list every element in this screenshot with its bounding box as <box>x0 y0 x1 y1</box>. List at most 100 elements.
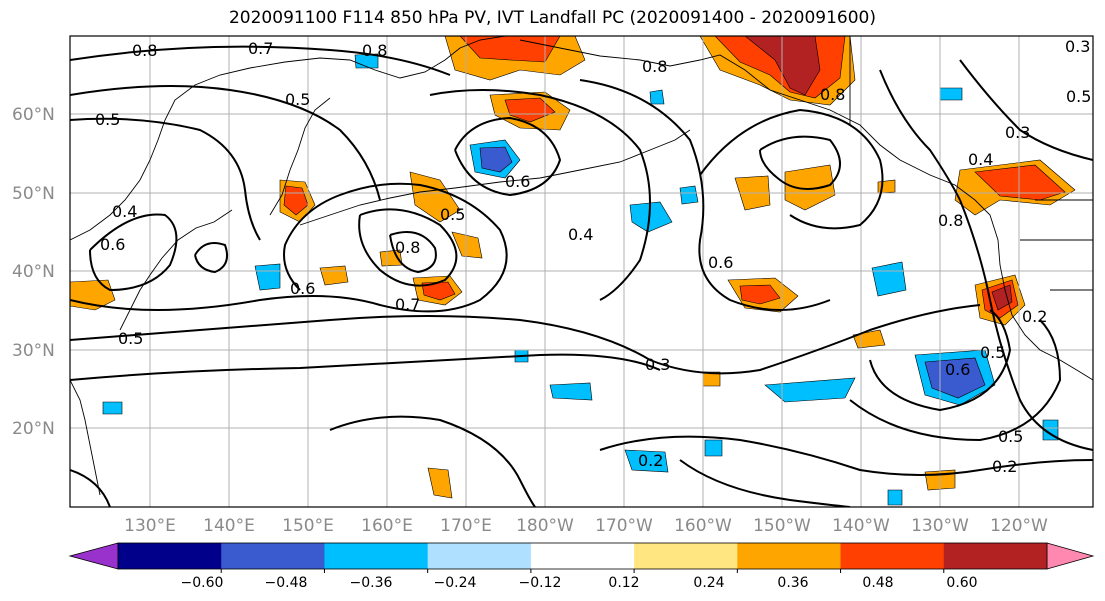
coastline-alaska <box>519 39 1093 381</box>
contour-label: 0.8 <box>395 238 420 257</box>
positive-anomaly <box>427 467 453 499</box>
lat-label: 30°N <box>12 341 55 361</box>
negative-anomaly <box>1042 419 1059 441</box>
contour-label: 0.5 <box>1066 87 1091 106</box>
colorbar-segment <box>634 543 738 569</box>
colorbar-low-extension <box>68 542 119 570</box>
positive-anomaly-core <box>974 164 1066 201</box>
positive-anomaly <box>784 164 836 211</box>
colorbar-tick-label: 0.24 <box>693 575 724 591</box>
lon-label: 180°W <box>516 516 574 536</box>
lat-label: 40°N <box>12 262 55 282</box>
contour-label: 0.6 <box>505 172 530 191</box>
contour-label: 0.5 <box>980 343 1005 362</box>
colorbar-segment <box>943 543 1048 569</box>
negative-anomaly <box>102 401 123 415</box>
negative-anomaly <box>704 439 723 457</box>
positive-anomaly-core <box>504 97 556 123</box>
contour-label: 0.5 <box>118 329 143 348</box>
coastline-kamchatka <box>269 97 331 216</box>
contour-label: 0.3 <box>645 355 670 374</box>
contour-label: 0.6 <box>945 360 970 379</box>
contour-label: 0.5 <box>95 110 120 129</box>
colorbar-frame <box>117 542 1048 570</box>
contour-label: 0.6 <box>708 253 733 272</box>
lon-label: 160°W <box>674 516 732 536</box>
canada-border <box>849 36 1093 291</box>
lat-label: 20°N <box>12 419 55 439</box>
negative-anomaly <box>939 87 963 101</box>
negative-anomaly <box>679 185 699 205</box>
coastlines <box>70 36 1093 496</box>
colorbar-tick-label: 0.48 <box>862 575 893 591</box>
contour-label: 0.2 <box>1022 307 1047 326</box>
colorbar-segment <box>118 543 222 569</box>
pv-contours <box>70 45 1093 507</box>
lon-label: 160°E <box>361 516 413 536</box>
map-title: 2020091100 F114 850 hPa PV, IVT Landfall… <box>228 8 876 28</box>
lat-label: 50°N <box>12 184 55 204</box>
colorbar-tick-label: −0.48 <box>265 575 308 591</box>
colorbar-tick-label: −0.24 <box>434 575 477 591</box>
positive-anomaly-core <box>739 284 781 305</box>
positive-anomaly <box>451 231 483 259</box>
colorbar-tick-label: 0.36 <box>777 575 808 591</box>
positive-anomaly-strong <box>991 284 1013 311</box>
gridlines <box>70 36 1093 507</box>
negative-anomaly <box>887 489 903 506</box>
contour-label: 0.5 <box>998 427 1023 446</box>
colorbar-segment <box>427 543 532 569</box>
colorbar-tick-label: 0.12 <box>608 575 639 591</box>
longitude-labels: 130°E 140°E 150°E 160°E 170°E 180°W 170°… <box>124 516 1048 536</box>
negative-anomaly <box>629 201 673 233</box>
contour-label: 0.4 <box>112 202 137 221</box>
negative-anomaly <box>871 261 907 297</box>
map-frame <box>69 35 1094 508</box>
colorbar-segment <box>737 543 842 569</box>
contour-label: 0.6 <box>100 235 125 254</box>
contour-label: 0.3 <box>1065 37 1090 56</box>
colorbar-segment <box>530 543 635 569</box>
contour-label: 0.8 <box>362 41 387 60</box>
colorbar-tick-label: 0.60 <box>946 575 977 591</box>
coastline-japan <box>119 209 233 331</box>
lon-label: 170°W <box>595 516 653 536</box>
lon-label: 150°W <box>753 516 811 536</box>
contour-label: 0.8 <box>938 211 963 230</box>
map-area: 0.8 0.7 0.8 0.5 0.5 0.4 0.6 0.5 0.6 0.8 … <box>70 36 1093 507</box>
contour-label: 0.8 <box>132 41 157 60</box>
contour-label: 0.7 <box>395 295 420 314</box>
lon-label: 140°E <box>203 516 255 536</box>
lon-label: 140°W <box>832 516 890 536</box>
contour-label: 0.8 <box>820 85 845 104</box>
negative-anomaly-core <box>479 146 513 173</box>
colorbar: −0.60 −0.48 −0.36 −0.24 −0.12 0.12 0.24 … <box>68 542 1095 591</box>
colorbar-tick-label: −0.60 <box>181 575 224 591</box>
shaded-anomalies <box>70 36 1076 506</box>
colorbar-segment <box>840 543 945 569</box>
positive-anomaly-core <box>421 281 456 301</box>
positive-anomaly-core <box>459 36 561 63</box>
contour-labels: 0.8 0.7 0.8 0.5 0.5 0.4 0.6 0.5 0.6 0.8 … <box>95 37 1091 476</box>
contour-label: 0.2 <box>992 457 1017 476</box>
contour-label: 0.5 <box>440 205 465 224</box>
colorbar-segment <box>221 543 325 569</box>
contour-label: 0.2 <box>638 451 663 470</box>
negative-anomaly <box>764 377 856 403</box>
aleutian-islands <box>299 129 691 226</box>
lon-label: 130°E <box>124 516 176 536</box>
negative-anomaly <box>649 89 665 105</box>
lat-label: 60°N <box>12 105 55 125</box>
negative-anomaly <box>624 449 669 473</box>
lon-label: 130°W <box>911 516 969 536</box>
positive-anomaly <box>319 265 349 286</box>
lon-label: 120°W <box>990 516 1048 536</box>
contour-label: 0.4 <box>568 225 593 244</box>
contour-label: 0.7 <box>248 39 273 58</box>
contour-label: 0.4 <box>968 150 993 169</box>
contour-label: 0.5 <box>285 90 310 109</box>
latitude-labels: 60°N 50°N 40°N 30°N 20°N <box>12 105 55 439</box>
colorbar-segment <box>324 543 429 569</box>
lon-label: 170°E <box>440 516 492 536</box>
